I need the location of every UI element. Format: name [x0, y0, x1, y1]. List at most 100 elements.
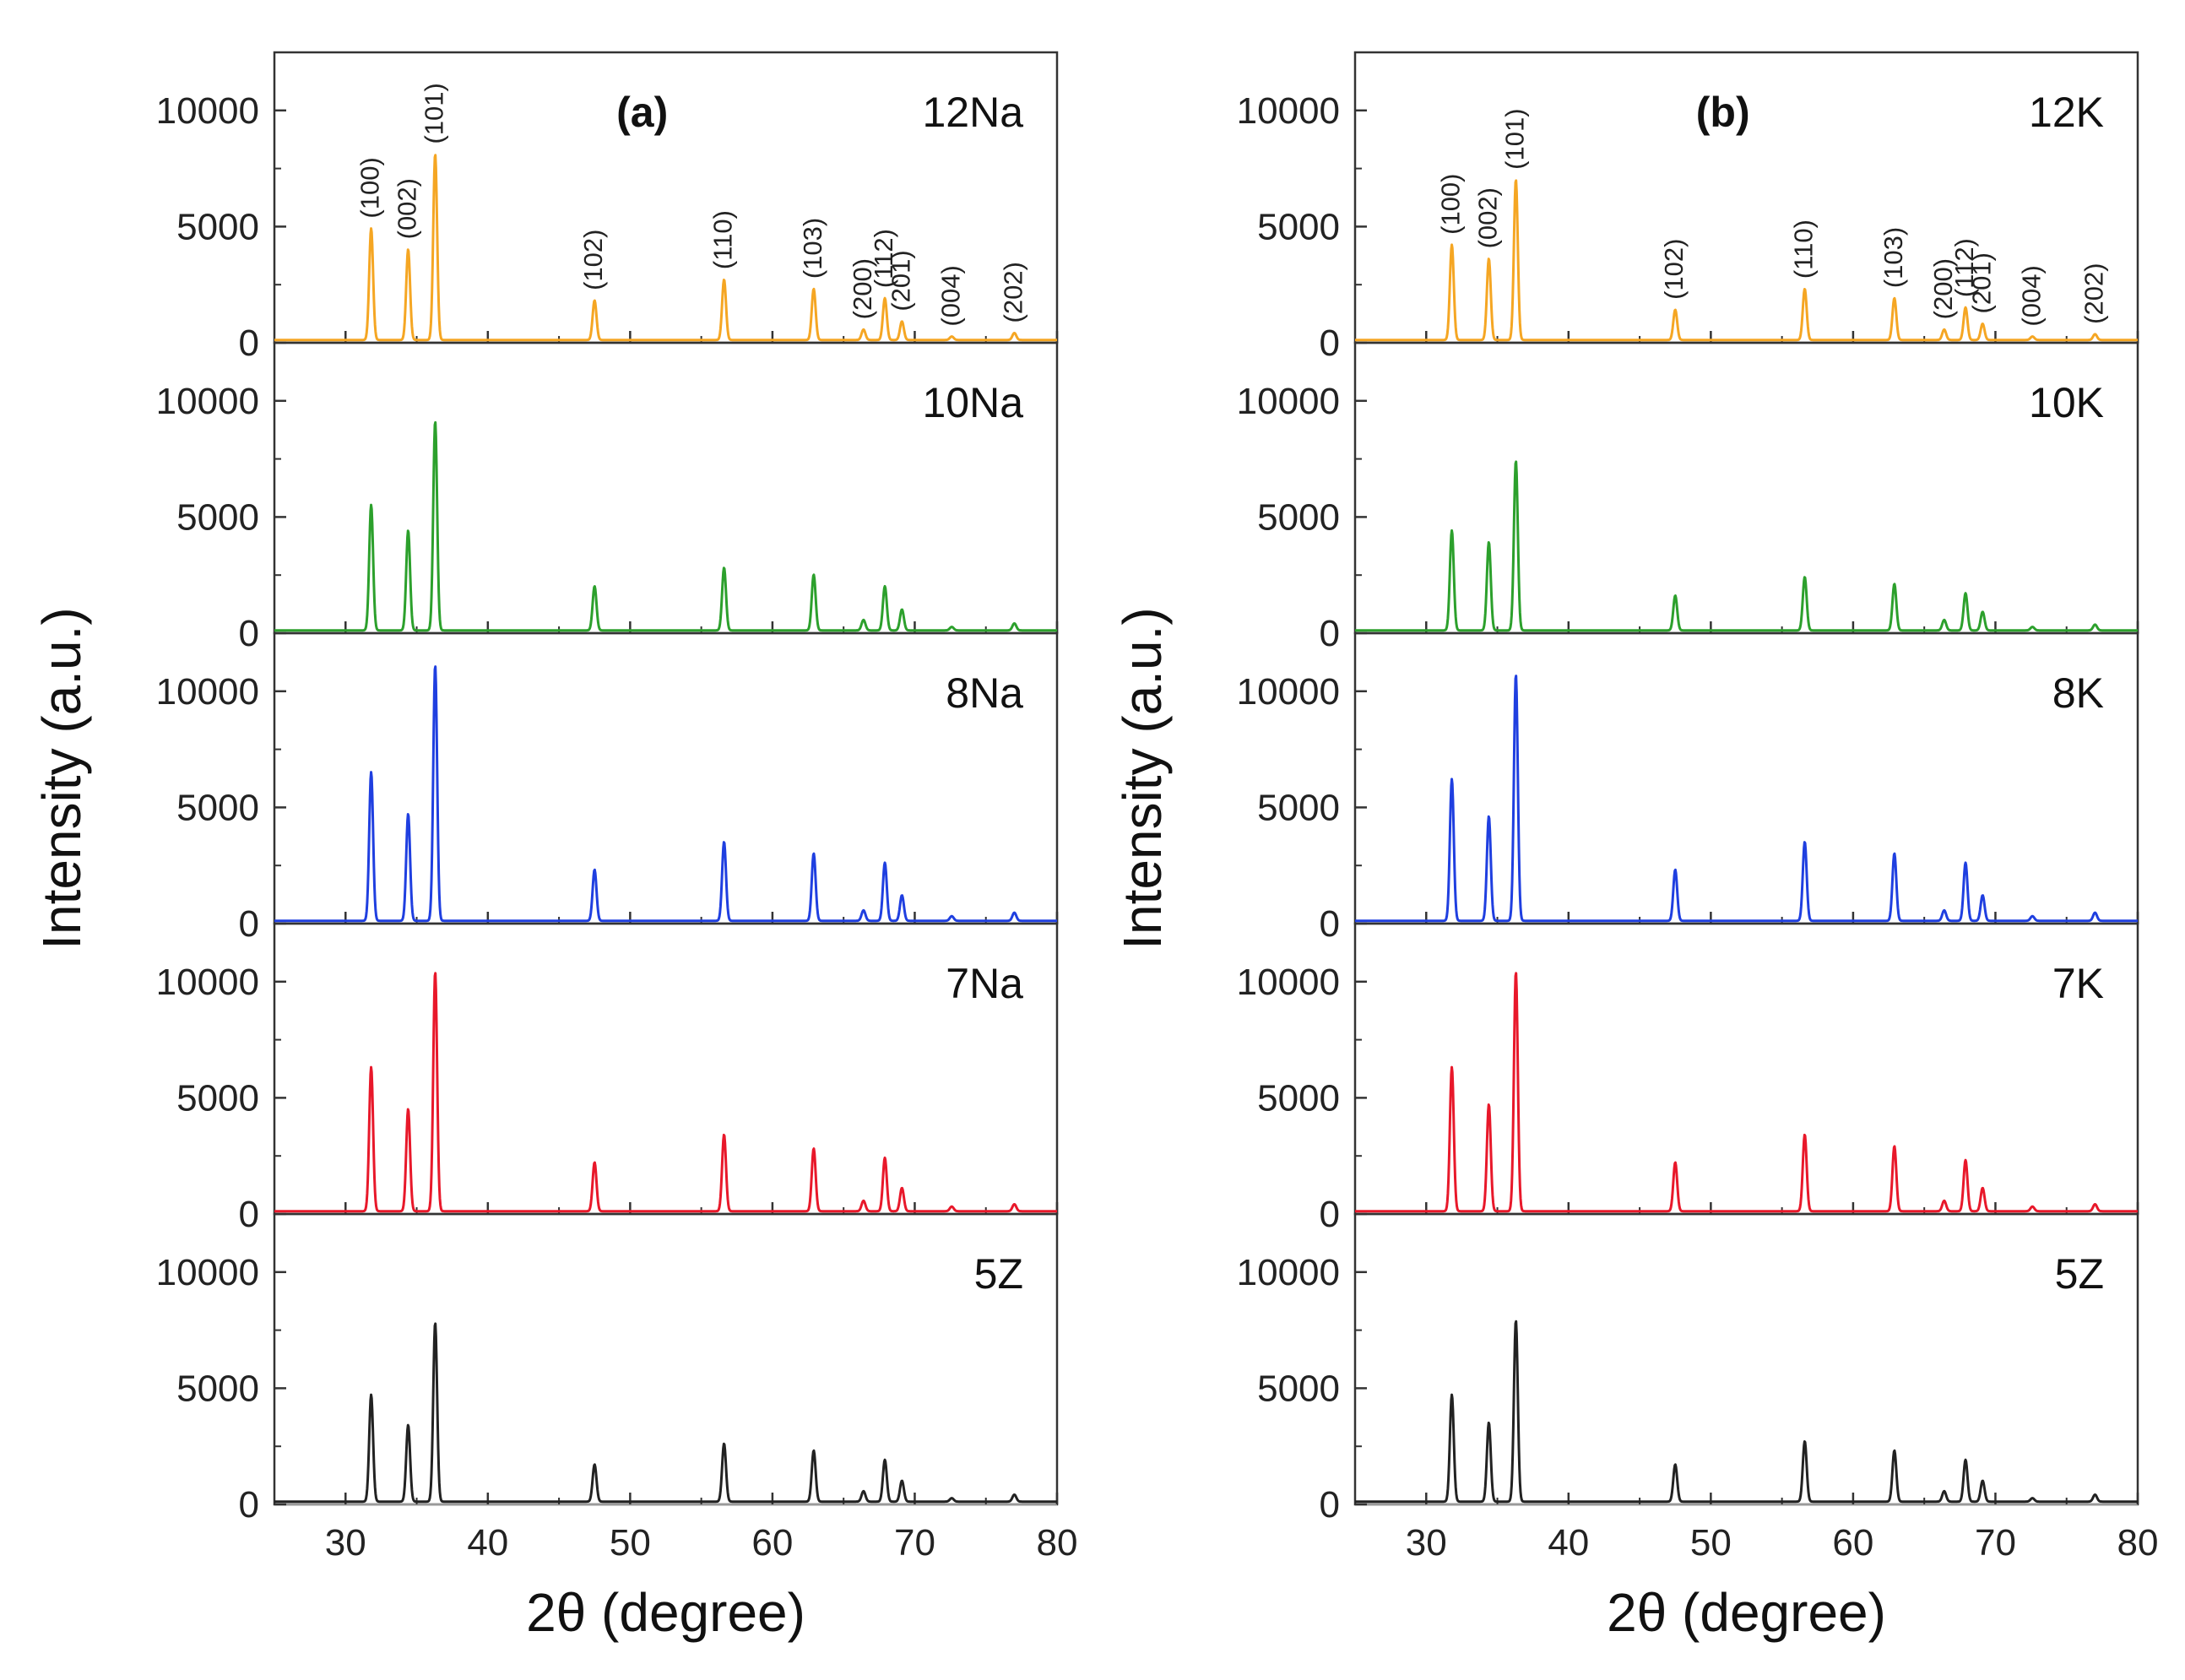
y-tick-label: 0 [239, 1484, 259, 1526]
subplot-frame [273, 1212, 1059, 1506]
hkl-label: (201) [886, 250, 915, 311]
hkl-label: (102) [1659, 239, 1689, 300]
y-tick-label: 0 [1320, 903, 1340, 945]
subplot-frame [1353, 922, 2139, 1216]
y-tick-label: 0 [239, 1194, 259, 1235]
series-line-10K [1354, 460, 2139, 632]
y-tick-label: 10000 [1237, 381, 1340, 422]
series-line-7K [1354, 972, 2139, 1213]
y-tick-label: 5000 [176, 1077, 259, 1119]
hkl-label: (200) [1928, 258, 1958, 319]
hkl-label: (112) [1949, 238, 1979, 297]
subplot-frame [1353, 341, 2139, 635]
hkl-label: (103) [1879, 227, 1908, 288]
y-tick-label: 10000 [1237, 671, 1340, 713]
series-line-12Na [274, 154, 1058, 342]
sample-label: 5Z [2055, 1250, 2104, 1298]
y-tick-label: 0 [239, 322, 259, 364]
y-tick-label: 0 [1320, 1194, 1340, 1235]
series-line-8K [1354, 675, 2139, 923]
y-tick-label: 0 [1320, 613, 1340, 654]
sample-label: 7K [2052, 960, 2104, 1007]
x-tick-label: 30 [325, 1522, 366, 1563]
hkl-label: (112) [869, 229, 898, 288]
hkl-label: (102) [578, 230, 608, 290]
x-tick-label: 50 [610, 1522, 651, 1563]
y-tick-label: 0 [1320, 1484, 1340, 1526]
x-tick-label: 40 [467, 1522, 508, 1563]
subplot-frame [1353, 631, 2139, 925]
x-tick-label: 70 [1975, 1522, 2016, 1563]
x-tick-label: 80 [2117, 1522, 2159, 1563]
sample-label: 10K [2029, 379, 2104, 426]
y-tick-label: 5000 [1257, 1077, 1340, 1119]
y-axis-title: Intensity (a.u.) [1112, 607, 1173, 950]
y-tick-label: 5000 [176, 1368, 259, 1409]
hkl-label: (002) [1472, 187, 1502, 248]
hkl-label: (200) [848, 258, 877, 319]
sample-label: 12K [2029, 89, 2104, 136]
y-tick-label: 0 [1320, 322, 1340, 364]
y-tick-label: 5000 [1257, 787, 1340, 828]
y-tick-label: 0 [239, 903, 259, 945]
panel-label: (b) [1696, 89, 1750, 136]
hkl-label: (004) [935, 265, 965, 326]
panel-label: (a) [616, 89, 668, 136]
sample-label: 5Z [974, 1250, 1023, 1298]
hkl-label: (201) [1966, 252, 1996, 313]
x-tick-label: 70 [894, 1522, 935, 1563]
hkl-label: (004) [2016, 265, 2046, 326]
hkl-label: (100) [1436, 173, 1466, 234]
y-tick-label: 10000 [156, 381, 259, 422]
subplot-frame [1353, 1212, 2139, 1506]
hkl-label: (103) [798, 218, 827, 279]
subplot-frame [273, 922, 1059, 1216]
y-tick-label: 5000 [176, 787, 259, 828]
sample-label: 8K [2052, 669, 2104, 717]
y-tick-label: 10000 [1237, 1252, 1340, 1293]
sample-label: 8Na [946, 669, 1023, 717]
hkl-label: (101) [1499, 108, 1529, 169]
y-tick-label: 10000 [156, 671, 259, 713]
series-line-8Na [274, 665, 1058, 923]
x-tick-label: 50 [1690, 1522, 1732, 1563]
x-tick-label: 30 [1406, 1522, 1447, 1563]
y-tick-label: 10000 [156, 962, 259, 1003]
series-line-10Na [274, 420, 1058, 632]
y-tick-label: 0 [239, 613, 259, 654]
subplot-frame [273, 631, 1059, 925]
x-axis-title: 2θ (degree) [1607, 1582, 1886, 1643]
series-line-12K [1354, 179, 2139, 342]
hkl-label: (002) [392, 178, 421, 239]
y-tick-label: 10000 [156, 90, 259, 132]
hkl-label: (202) [2079, 263, 2108, 323]
series-line-5Z [1354, 1320, 2139, 1504]
y-tick-label: 5000 [1257, 496, 1340, 538]
y-tick-label: 10000 [156, 1252, 259, 1293]
x-tick-label: 60 [1832, 1522, 1873, 1563]
sample-label: 10Na [922, 379, 1023, 426]
y-tick-label: 5000 [176, 206, 259, 247]
hkl-label: (101) [419, 83, 448, 144]
y-tick-label: 5000 [176, 496, 259, 538]
y-tick-label: 10000 [1237, 962, 1340, 1003]
series-line-7Na [274, 972, 1058, 1213]
sample-label: 7Na [946, 960, 1023, 1007]
y-tick-label: 10000 [1237, 90, 1340, 132]
y-axis-title: Intensity (a.u.) [31, 607, 92, 950]
hkl-label: (110) [708, 210, 738, 269]
series-line-5Z [274, 1322, 1058, 1504]
y-tick-label: 5000 [1257, 1368, 1340, 1409]
x-tick-label: 40 [1548, 1522, 1589, 1563]
hkl-label: (100) [355, 157, 385, 218]
x-axis-title: 2θ (degree) [526, 1582, 805, 1643]
x-tick-label: 80 [1037, 1522, 1078, 1563]
hkl-label: (110) [1789, 219, 1819, 279]
x-tick-label: 60 [751, 1522, 793, 1563]
hkl-label: (202) [998, 262, 1027, 322]
y-tick-label: 5000 [1257, 206, 1340, 247]
sample-label: 12Na [922, 89, 1023, 136]
